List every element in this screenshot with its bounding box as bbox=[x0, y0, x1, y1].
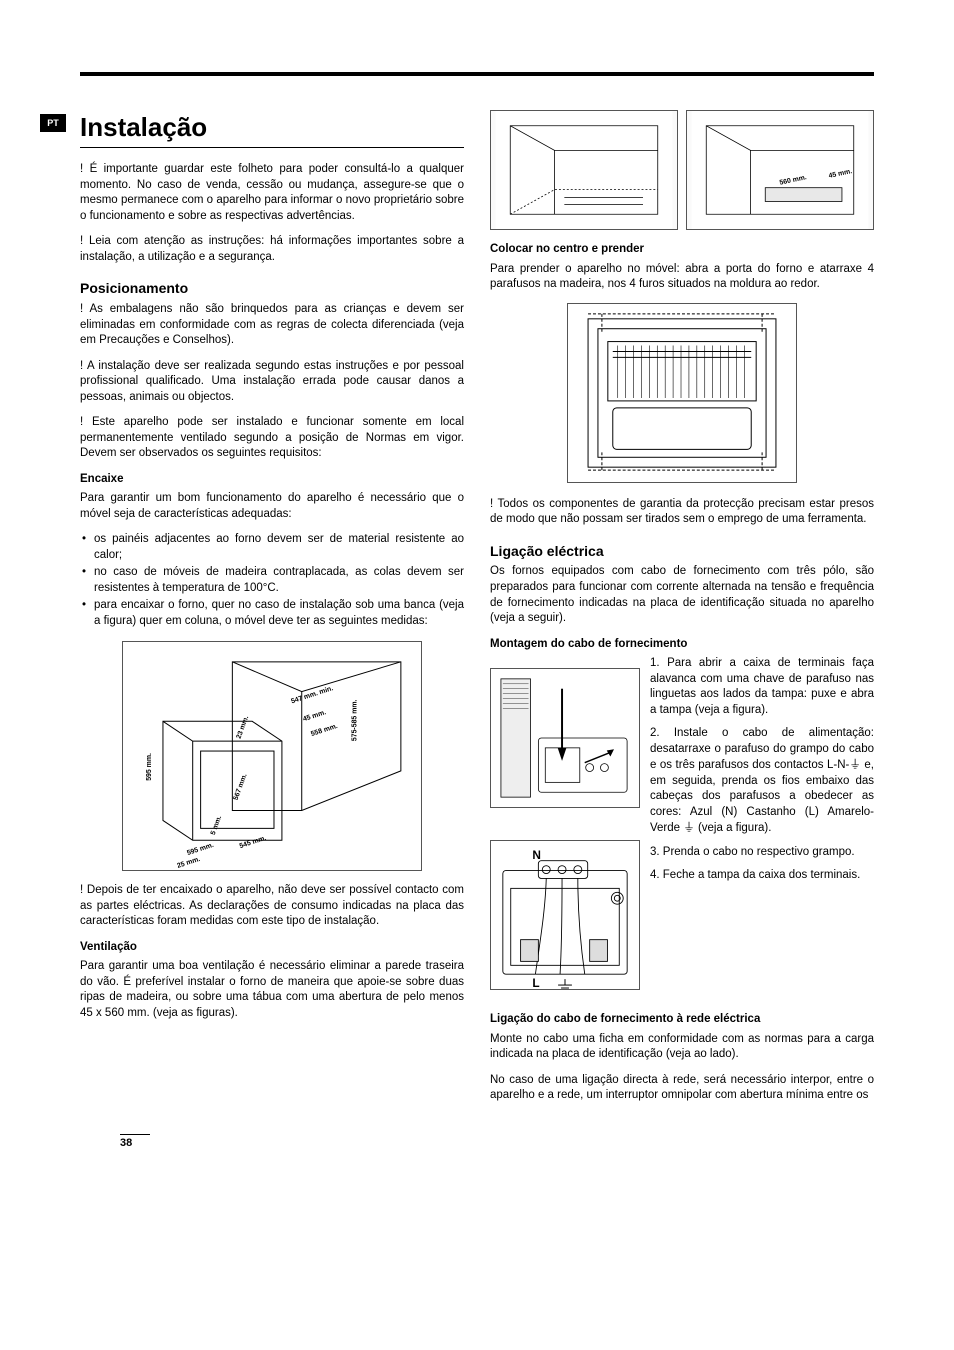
heading-ligacao-rede: Ligação do cabo de fornecimento à rede e… bbox=[490, 1012, 874, 1028]
text-ligacao-electrica: Os fornos equipados com cabo de fornecim… bbox=[490, 564, 874, 626]
page-number: 38 bbox=[120, 1134, 150, 1149]
step-4: 4. Feche a tampa da caixa dos terminais. bbox=[650, 868, 874, 884]
warning-keep-leaflet: ! É importante guardar este folheto para… bbox=[80, 162, 464, 224]
figure-oven-front-screws bbox=[567, 303, 797, 483]
figure-terminal-open bbox=[490, 668, 640, 808]
svg-text:575-585 mm.: 575-585 mm. bbox=[351, 700, 358, 742]
svg-text:595 mm.: 595 mm. bbox=[146, 753, 153, 781]
step-3: 3. Prenda o cabo no respectivo grampo. bbox=[650, 845, 874, 861]
page-title: Instalação bbox=[80, 110, 464, 148]
left-column: Instalação ! É importante guardar este f… bbox=[80, 110, 464, 1104]
warning-qualified-install: ! A instalação deve ser realizada segund… bbox=[80, 359, 464, 406]
heading-posicionamento: Posicionamento bbox=[80, 279, 464, 298]
figure-ventilation-opening: 560 mm. 45 mm. bbox=[686, 110, 874, 230]
ground-icon: ⏚ bbox=[849, 757, 861, 771]
heading-ventilacao: Ventilação bbox=[80, 940, 464, 956]
text-encaixe-intro: Para garantir um bom funcionamento do ap… bbox=[80, 491, 464, 522]
figure-oven-dimensions: 595 mm. 595 mm. 25 mm. 545 mm. 5 mm. 567… bbox=[122, 641, 422, 871]
text-ligacao-rede-1: Monte no cabo uma ficha em conformidade … bbox=[490, 1032, 874, 1063]
step-1: 1. Para abrir a caixa de terminais faça … bbox=[650, 656, 874, 718]
warning-read-instructions: ! Leia com atenção as instruções: há inf… bbox=[80, 234, 464, 265]
list-item: no caso de móveis de madeira contraplaca… bbox=[80, 565, 464, 596]
warning-ventilated-location: ! Este aparelho pode ser instalado e fun… bbox=[80, 415, 464, 462]
heading-ligacao-electrica: Ligação eléctrica bbox=[490, 542, 874, 561]
svg-text:L: L bbox=[532, 976, 539, 990]
main-content: Instalação ! É importante guardar este f… bbox=[80, 110, 874, 1104]
top-rule bbox=[80, 72, 874, 76]
figure-ventilation-row: 560 mm. 45 mm. bbox=[490, 110, 874, 230]
text-colocar: Para prender o aparelho no móvel: abra a… bbox=[490, 262, 874, 293]
right-column: 560 mm. 45 mm. Colocar no centro e prend… bbox=[490, 110, 874, 1104]
ground-icon: ⏚ bbox=[683, 820, 695, 834]
heading-montagem-cabo: Montagem do cabo de fornecimento bbox=[490, 637, 874, 653]
language-tab: PT bbox=[40, 114, 66, 132]
figure-terminal-wiring: N L bbox=[490, 840, 640, 990]
heading-colocar: Colocar no centro e prender bbox=[490, 242, 874, 258]
step-2: 2. Instale o cabo de alimentação: desata… bbox=[650, 726, 874, 837]
heading-encaixe: Encaixe bbox=[80, 472, 464, 488]
list-item: para encaixar o forno, quer no caso de i… bbox=[80, 598, 464, 629]
cable-mounting-block: N L 1. Para abrir a caixa de terminais f… bbox=[490, 656, 874, 1002]
figure-ventilation-slats bbox=[490, 110, 678, 230]
list-item: os painéis adjacentes ao forno devem ser… bbox=[80, 532, 464, 563]
text-ventilacao: Para garantir uma boa ventilação é neces… bbox=[80, 959, 464, 1021]
text-ligacao-rede-2: No caso de uma ligação directa à rede, s… bbox=[490, 1073, 874, 1104]
warning-no-contact-electric: ! Depois de ter encaixado o aparelho, nã… bbox=[80, 883, 464, 930]
warning-protection-components: ! Todos os componentes de garantia da pr… bbox=[490, 497, 874, 528]
warning-packaging: ! As embalagens não são brinquedos para … bbox=[80, 302, 464, 349]
svg-text:N: N bbox=[532, 848, 541, 862]
encaixe-list: os painéis adjacentes ao forno devem ser… bbox=[80, 532, 464, 629]
